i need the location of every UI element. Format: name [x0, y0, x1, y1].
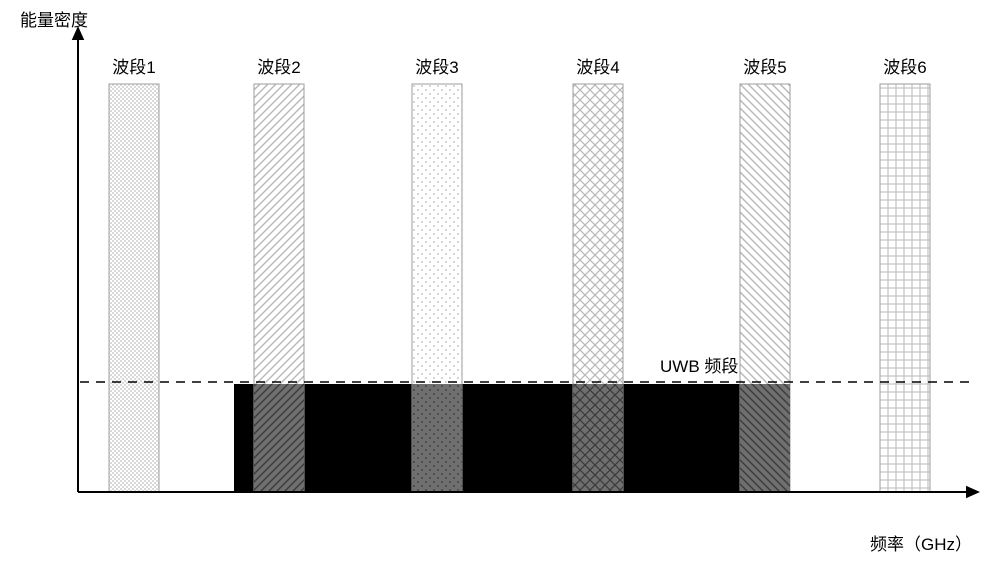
- band-bar-3-uwb-overlap: [412, 384, 462, 492]
- y-axis-title: 能量密度: [20, 6, 88, 31]
- band-bar-1: [109, 84, 159, 492]
- x-axis-arrow: [966, 486, 980, 499]
- x-axis-title: 频率（GHz）: [870, 530, 972, 555]
- band-label-3: 波段3: [415, 58, 458, 77]
- band-label-5: 波段5: [743, 58, 786, 77]
- band-label-4: 波段4: [576, 58, 619, 77]
- uwb-label: UWB 频段: [660, 357, 738, 376]
- band-bar-6: [880, 84, 930, 492]
- chart-svg: 波段1 波段2 波段3 波段4 波段5 波段6 UWB 频段: [0, 0, 1000, 563]
- chart-container: 能量密度 频率（GHz）: [0, 0, 1000, 563]
- uwb-band: [234, 384, 790, 492]
- band-bar-5-uwb-overlap: [740, 384, 790, 492]
- band-label-1: 波段1: [112, 58, 155, 77]
- band-label-6: 波段6: [883, 58, 926, 77]
- labels-group: 波段1 波段2 波段3 波段4 波段5 波段6 UWB 频段: [112, 58, 926, 376]
- band-bar-4-uwb-overlap: [573, 384, 623, 492]
- band-bar-2-uwb-overlap: [254, 384, 304, 492]
- band-label-2: 波段2: [257, 58, 300, 77]
